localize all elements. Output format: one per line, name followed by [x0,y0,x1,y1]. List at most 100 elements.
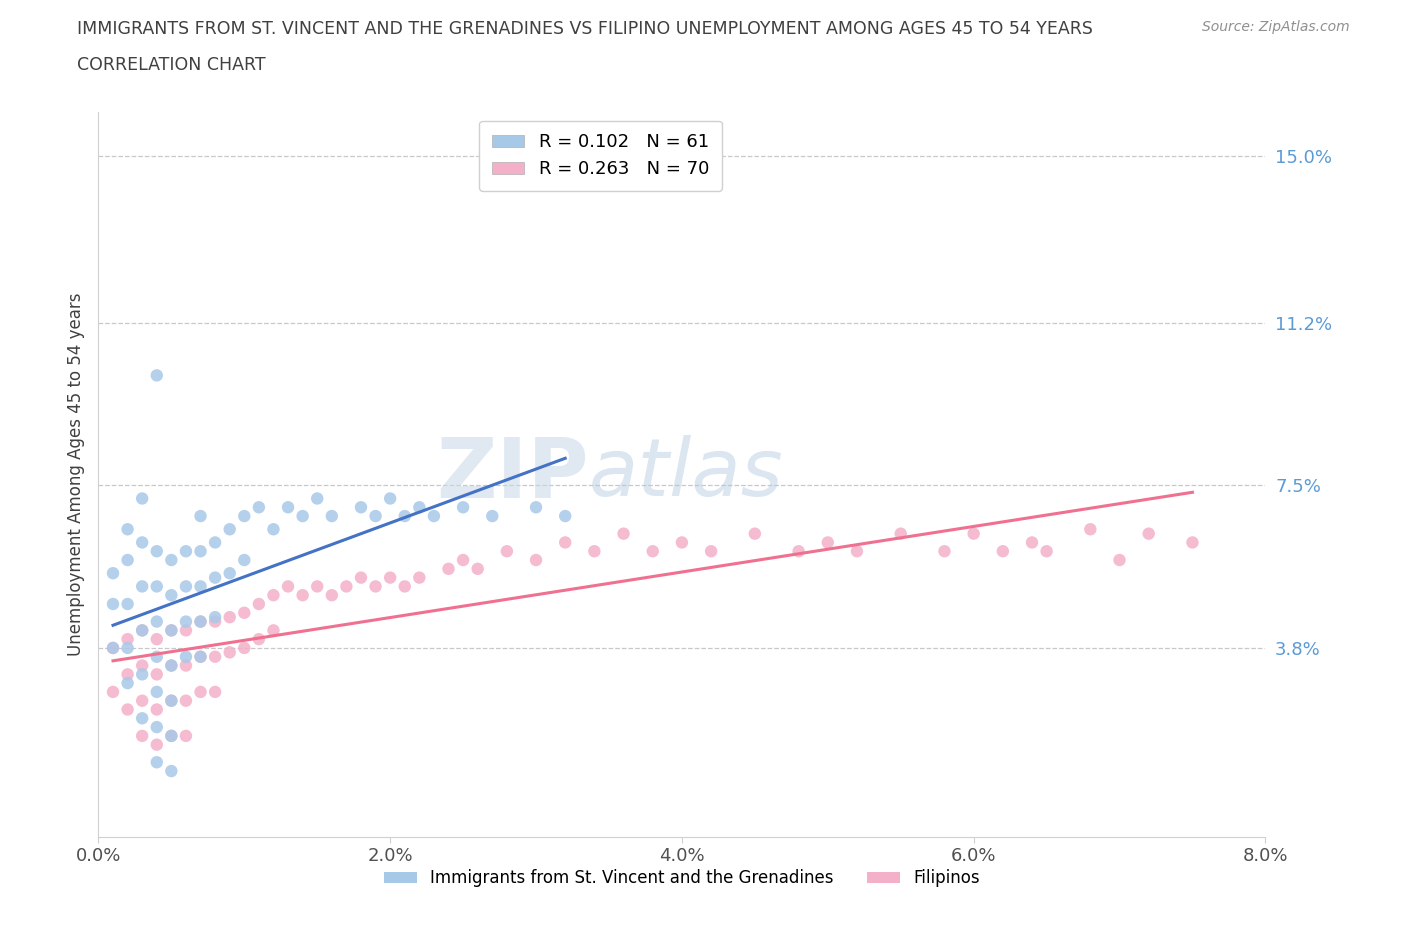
Point [131,623,153,638]
Point [131,711,153,725]
Point [991,544,1014,559]
Point [262,623,284,638]
Point [233,641,256,656]
Point [408,570,430,585]
Point [101,641,124,656]
Point [612,526,634,541]
Point [787,544,810,559]
Point [204,610,226,625]
Point [218,565,240,580]
Point [554,535,576,550]
Point [394,579,416,594]
Point [174,728,197,743]
Point [744,526,766,541]
Point [131,658,153,673]
Point [845,544,868,559]
Point [160,588,183,603]
Point [204,614,226,629]
Point [190,509,212,524]
Point [496,544,519,559]
Point [146,702,169,717]
Point [233,552,256,567]
Point [437,562,460,577]
Point [117,641,139,656]
Point [204,684,226,699]
Point [1108,552,1130,567]
Point [146,755,169,770]
Point [962,526,984,541]
Point [890,526,912,541]
Point [321,588,343,603]
Point [307,579,329,594]
Point [117,702,139,717]
Point [204,649,226,664]
Point [117,552,139,567]
Point [218,522,240,537]
Point [394,509,416,524]
Point [174,693,197,708]
Point [262,522,284,537]
Point [204,570,226,585]
Point [160,552,183,567]
Point [101,565,124,580]
Point [146,614,169,629]
Point [190,614,212,629]
Point [262,588,284,603]
Point [934,544,956,559]
Point [364,509,387,524]
Point [408,499,430,514]
Point [321,509,343,524]
Point [160,764,183,778]
Point [1021,535,1043,550]
Point [146,684,169,699]
Text: CORRELATION CHART: CORRELATION CHART [77,56,266,73]
Point [131,667,153,682]
Y-axis label: Unemployment Among Ages 45 to 54 years: Unemployment Among Ages 45 to 54 years [66,293,84,656]
Point [233,509,256,524]
Point [524,499,547,514]
Point [174,649,197,664]
Point [190,649,212,664]
Point [1137,526,1160,541]
Point [1035,544,1057,559]
Point [190,649,212,664]
Point [146,631,169,646]
Point [277,579,299,594]
Point [1080,522,1102,537]
Point [117,631,139,646]
Point [190,544,212,559]
Point [146,737,169,752]
Point [190,614,212,629]
Point [671,535,693,550]
Point [160,693,183,708]
Point [524,552,547,567]
Point [174,614,197,629]
Point [350,499,373,514]
Point [160,728,183,743]
Point [350,570,373,585]
Point [131,693,153,708]
Point [1181,535,1204,550]
Point [146,667,169,682]
Point [380,570,402,585]
Text: IMMIGRANTS FROM ST. VINCENT AND THE GRENADINES VS FILIPINO UNEMPLOYMENT AMONG AG: IMMIGRANTS FROM ST. VINCENT AND THE GREN… [77,20,1094,38]
Point [467,562,489,577]
Point [174,579,197,594]
Point [247,499,270,514]
Point [233,605,256,620]
Point [700,544,723,559]
Point [247,631,270,646]
Point [117,522,139,537]
Point [307,491,329,506]
Point [423,509,446,524]
Point [131,535,153,550]
Text: atlas: atlas [589,435,783,513]
Point [117,596,139,611]
Point [451,499,474,514]
Point [160,658,183,673]
Point [117,667,139,682]
Point [160,658,183,673]
Point [364,579,387,594]
Point [817,535,839,550]
Point [291,509,314,524]
